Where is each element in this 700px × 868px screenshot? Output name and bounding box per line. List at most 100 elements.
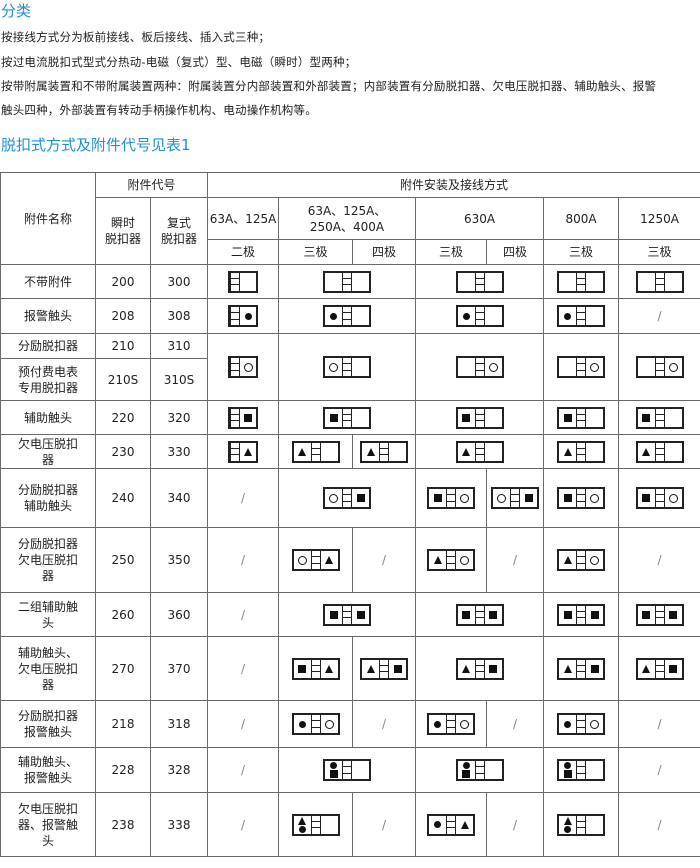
instant-code: 250: [95, 527, 151, 593]
wiring-cell: /: [207, 592, 280, 637]
stack-segment: [577, 551, 586, 558]
terminal-stack-icon: [576, 815, 587, 834]
stack-segment: [656, 672, 664, 677]
square-icon: [356, 610, 365, 619]
table-row: 附件名称 附件代号 附件安装及接线方式: [0, 172, 700, 265]
table-row: 分励脱扣器 210 310: [0, 333, 700, 401]
slot: [456, 715, 473, 733]
three-pole-wiring-diagram: [557, 759, 606, 781]
slot: [586, 443, 603, 461]
three-pole-wiring-diagram: [635, 270, 684, 293]
square-icon: [462, 610, 471, 619]
accessory-name: 不带附件: [0, 264, 96, 299]
table-row: 报警触头 208 308 /: [0, 298, 700, 334]
stack-segment: [475, 606, 484, 612]
wiring-cell: [415, 592, 545, 637]
terminal-stack-icon: [654, 272, 665, 291]
header-poles: 四极: [486, 239, 545, 265]
three-pole-wiring-diagram: [291, 813, 340, 836]
wiring-cell: [415, 636, 545, 701]
terminal-stack-icon: [654, 605, 665, 624]
wiring-cell: [278, 468, 417, 528]
terminal-stack-icon: [576, 408, 587, 427]
stack-segment: [577, 728, 585, 733]
two-pole-wiring-diagram: [228, 270, 259, 293]
wiring-cell: [543, 792, 620, 857]
slot: [352, 273, 369, 291]
stack-segment: [343, 371, 351, 376]
slot: [559, 660, 576, 678]
table-row: 欠电压脱扣器 230 330: [0, 434, 700, 469]
dot-icon: [298, 825, 306, 833]
stack-segment: [577, 313, 586, 320]
slot: [352, 761, 369, 779]
terminal-stack-icon: [310, 551, 321, 569]
wiring-cell: /: [618, 792, 700, 857]
compound-code: 308: [149, 298, 209, 334]
wiring-cell: /: [486, 700, 545, 748]
stack-segment: [577, 364, 586, 371]
accessory-name: 分励脱扣器 辅助触头: [0, 468, 96, 528]
wiring-cell: [543, 747, 620, 793]
paragraph: 按带附属装置和不带附属装置两种：附属装置分内部装置和外部装置；内部装置有分励脱扣…: [1, 79, 657, 93]
accessory-name: 预付费电表 专用脱扣器: [0, 358, 96, 401]
stack-segment: [312, 455, 320, 460]
terminal-stack-icon: [576, 272, 587, 291]
slot: [352, 358, 369, 376]
stack-segment: [656, 502, 664, 507]
wiring-cell: [618, 636, 700, 701]
header-poles: 三极: [543, 239, 620, 265]
three-pole-wiring-diagram: [360, 440, 409, 463]
stack-segment: [476, 421, 484, 426]
accessory-name: 二组辅助触头: [0, 592, 96, 637]
text-line: 不带附件: [23, 274, 72, 289]
terminal-stack-icon: [342, 605, 353, 624]
terminal-stack-icon: [654, 659, 665, 678]
three-pole-wiring-diagram: [491, 487, 540, 509]
stack-segment: [655, 495, 664, 502]
accessory-code-table: 附件名称 附件代号 附件安装及接线方式 瞬时 脱扣器 复式 脱扣器 63A、125A 63A、1…: [0, 172, 700, 857]
not-available-slash: /: [240, 491, 246, 505]
three-pole-wiring-diagram: [557, 440, 606, 463]
slot: [665, 660, 682, 678]
stack-segment: [343, 307, 352, 314]
stack-segment: [311, 715, 320, 722]
triangle-icon: [462, 447, 471, 456]
text-line: 辅助触头、: [17, 645, 78, 660]
stack-segment: [475, 409, 484, 415]
wiring-cell: [207, 333, 280, 401]
stack-segment: [475, 415, 484, 422]
stack-segment: [475, 358, 484, 365]
stack-segment: [231, 449, 240, 456]
compound-code: 338: [149, 792, 209, 857]
terminal-stack-icon: [342, 489, 353, 507]
not-available-slash: /: [240, 661, 246, 676]
terminal-stack-icon: [474, 408, 485, 427]
wiring-cell: [352, 636, 417, 701]
stack-segment: [655, 279, 664, 286]
section-heading: 分类: [1, 2, 32, 20]
table-title: 脱扣式方式及附件代号见表1: [1, 136, 191, 154]
triangle-icon: [325, 664, 334, 673]
three-pole-wiring-diagram: [291, 657, 340, 680]
header-compound-release: 复式 脱扣器: [149, 197, 209, 265]
slot: [586, 273, 603, 291]
slot: [559, 489, 576, 507]
stack-segment: [476, 618, 484, 623]
square-icon: [433, 494, 442, 502]
two-pole-wiring-diagram: [228, 305, 259, 327]
square-icon: [642, 413, 651, 422]
stack-segment: [655, 489, 664, 496]
stack-segment: [475, 313, 484, 320]
wiring-cell: [415, 468, 488, 528]
stack-segment: [577, 502, 585, 507]
three-pole-wiring-diagram: [455, 356, 504, 378]
stack-segment: [447, 502, 455, 507]
slot: [352, 307, 369, 325]
not-available-slash: /: [657, 553, 662, 567]
slot: [321, 443, 338, 461]
text-line: 欠电压脱扣: [17, 553, 78, 567]
table-row: 瞬时 脱扣器 复式 脱扣器 63A、125A 63A、125A、 250A、400A 630A…: [1, 197, 700, 265]
stack-segment: [447, 564, 455, 569]
terminal-stack-icon: [654, 442, 665, 461]
